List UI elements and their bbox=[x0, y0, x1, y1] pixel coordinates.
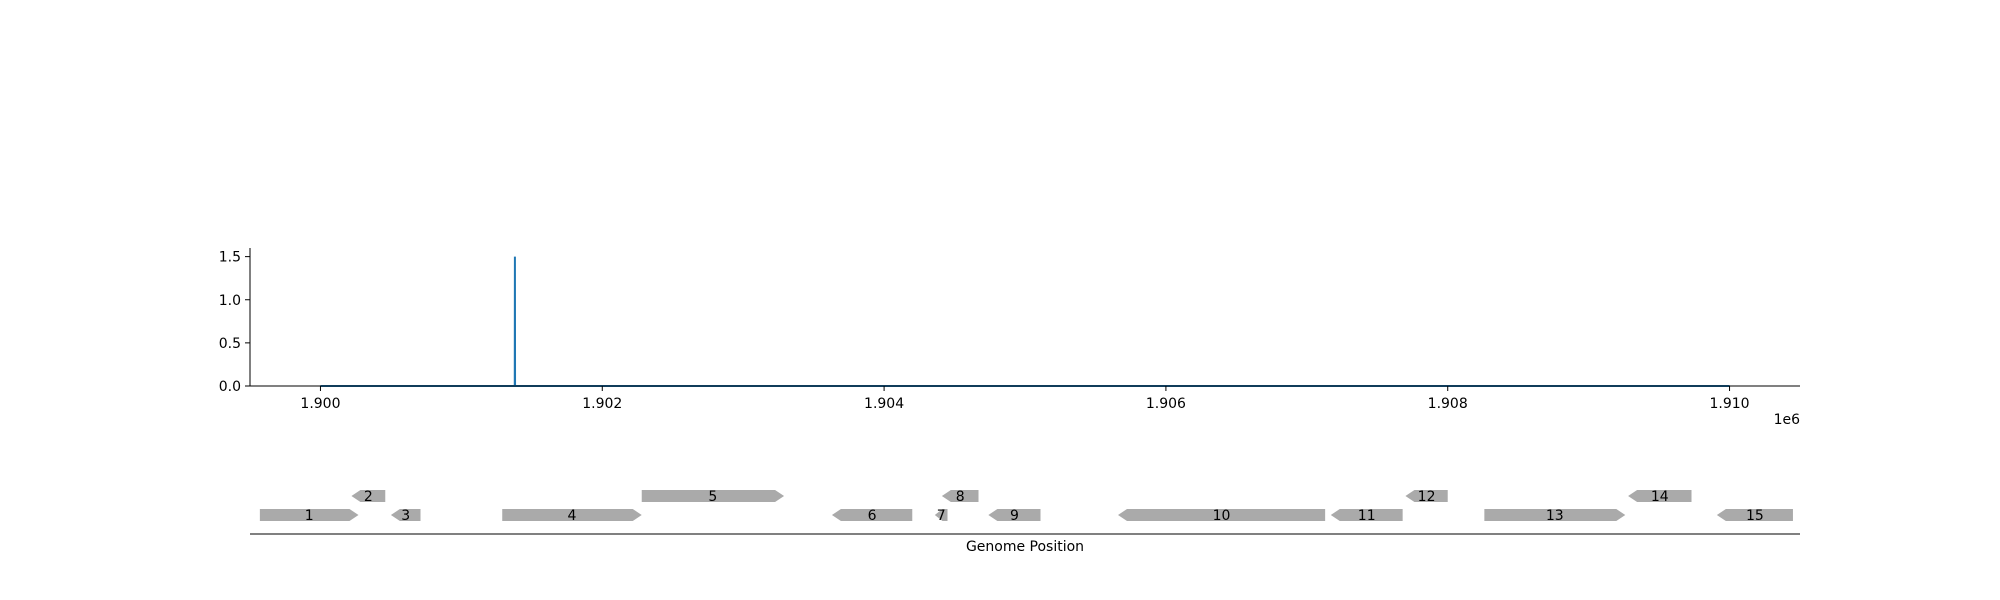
x-tick-label: 1.900 bbox=[300, 396, 340, 412]
y-tick-label: 1.5 bbox=[219, 250, 241, 266]
x-tick-label: 1.906 bbox=[1146, 396, 1186, 412]
gene-arrow-15 bbox=[1716, 509, 1793, 521]
gene-label-2: 2 bbox=[364, 489, 373, 505]
gene-label-6: 6 bbox=[868, 508, 877, 524]
coverage-plot: 1.900 1.902 1.904 1.906 1.908 1.910 0.0 0.5 1.0… bbox=[219, 248, 1800, 428]
gene-arrow-2 bbox=[351, 490, 386, 502]
coverage-series-layer bbox=[320, 256, 1730, 387]
gene-arrow-5 bbox=[641, 490, 785, 502]
gene-label-11: 11 bbox=[1358, 508, 1376, 524]
gene-arrow-6 bbox=[831, 509, 913, 521]
gene-label-14: 14 bbox=[1651, 489, 1669, 505]
gene-arrow-8 bbox=[941, 490, 979, 502]
gene-arrow-14 bbox=[1628, 490, 1692, 502]
y-tick-label: 1.0 bbox=[219, 293, 241, 309]
gene-arrow-11 bbox=[1330, 509, 1403, 521]
gene-label-3: 3 bbox=[401, 508, 410, 524]
x-ticks: 1.900 1.902 1.904 1.906 1.908 1.910 bbox=[300, 386, 1750, 412]
gene-label-8: 8 bbox=[956, 489, 965, 505]
x-tick-label: 1.902 bbox=[582, 396, 622, 412]
x-offset-label: 1e6 bbox=[1774, 412, 1801, 428]
x-tick-label: 1.910 bbox=[1709, 396, 1749, 412]
gene-label-7: 7 bbox=[937, 508, 946, 524]
gene-label-4: 4 bbox=[568, 508, 577, 524]
gene-arrow-12 bbox=[1405, 490, 1448, 502]
gene-label-10: 10 bbox=[1213, 508, 1231, 524]
gene-arrow-10 bbox=[1118, 509, 1326, 521]
gene-map-xlabel: Genome Position bbox=[966, 539, 1084, 555]
gene-arrow-13 bbox=[1484, 509, 1626, 521]
y-tick-label: 0.0 bbox=[219, 379, 241, 395]
gene-label-9: 9 bbox=[1010, 508, 1019, 524]
coverage-line-0 bbox=[320, 256, 1730, 387]
gene-arrow-9 bbox=[988, 509, 1041, 521]
gene-label-1: 1 bbox=[305, 508, 314, 524]
gene-arrow-4 bbox=[502, 509, 642, 521]
gene-arrow-1 bbox=[259, 509, 359, 521]
y-ticks: 0.0 0.5 1.0 1.5 bbox=[219, 250, 250, 395]
x-tick-label: 1.904 bbox=[864, 396, 904, 412]
gene-arrow-7 bbox=[934, 509, 948, 521]
x-tick-label: 1.908 bbox=[1428, 396, 1468, 412]
y-tick-label: 0.5 bbox=[219, 336, 241, 352]
gene-arrow-3 bbox=[390, 509, 421, 521]
gene-label-5: 5 bbox=[708, 489, 717, 505]
gene-label-13: 13 bbox=[1546, 508, 1564, 524]
gene-label-12: 12 bbox=[1418, 489, 1436, 505]
gene-label-15: 15 bbox=[1746, 508, 1764, 524]
